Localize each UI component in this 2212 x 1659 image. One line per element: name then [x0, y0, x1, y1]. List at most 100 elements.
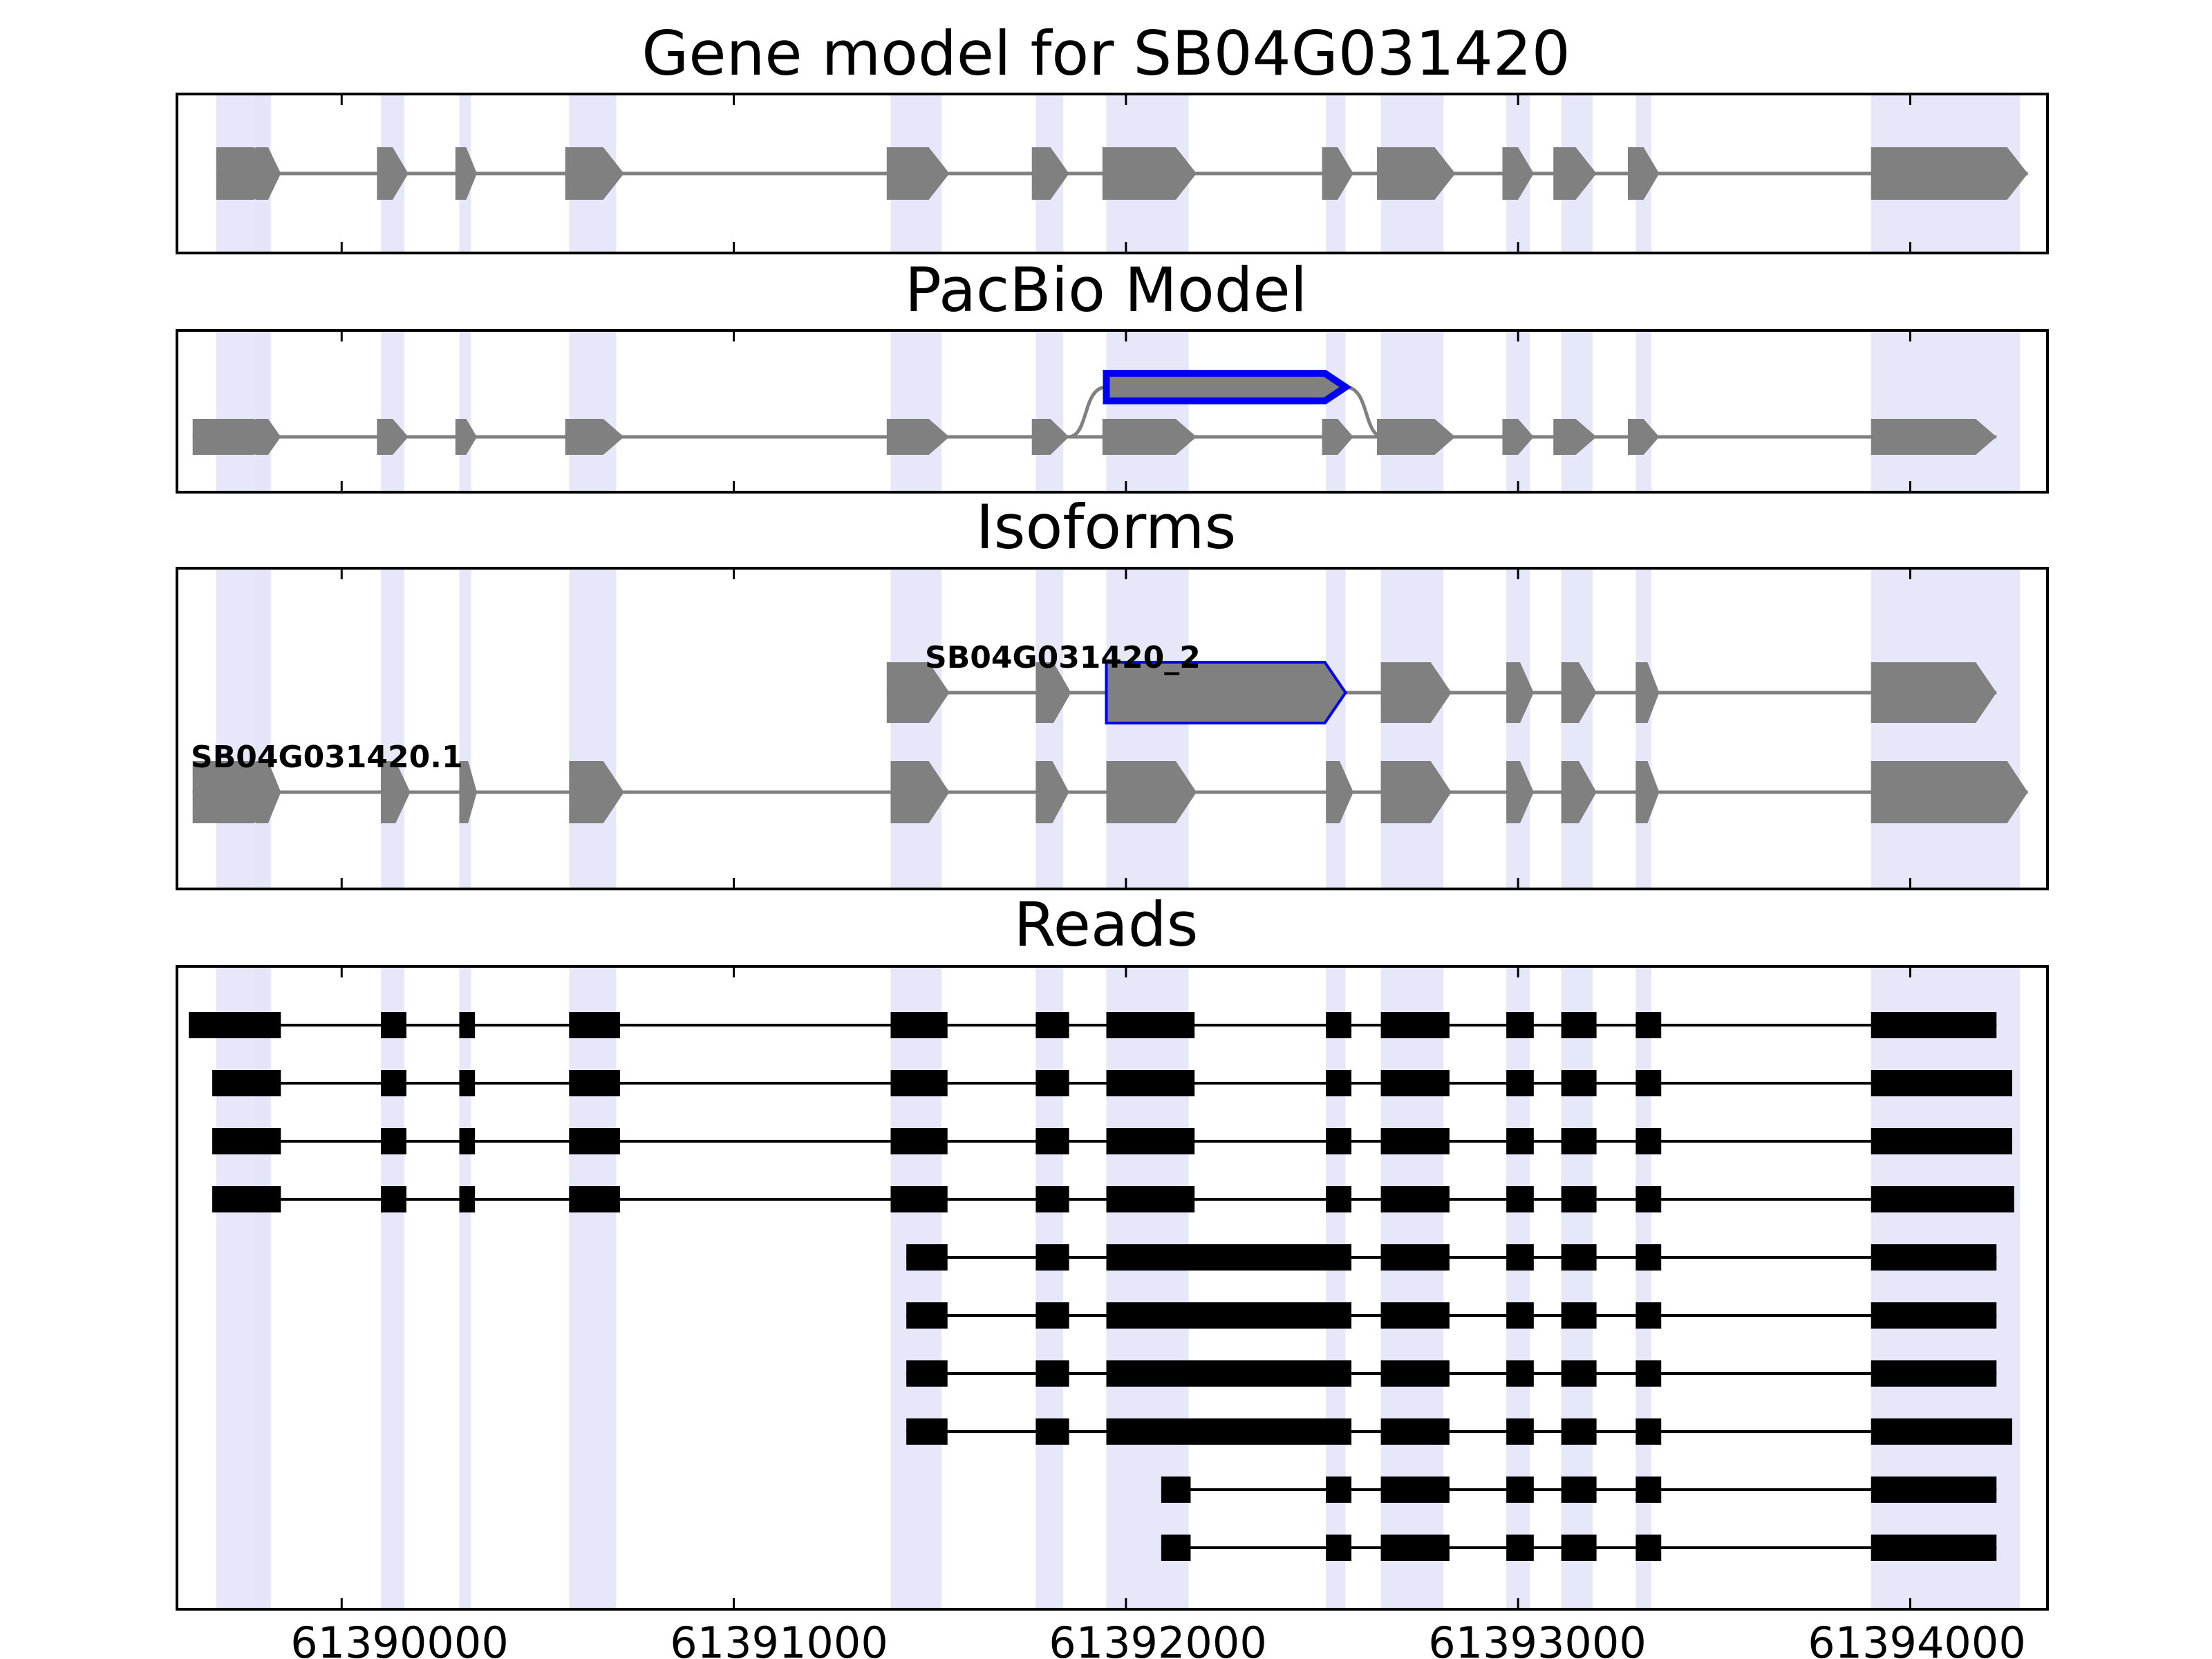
read-block	[1326, 1535, 1352, 1561]
highlight-band	[1035, 330, 1064, 492]
read-block	[1561, 1186, 1597, 1212]
highlight-band	[1561, 966, 1593, 1609]
exon	[1561, 662, 1597, 723]
x-axis-labels: 61390000 61391000 61392000 61393000 6139…	[290, 1618, 2026, 1659]
exon	[1553, 419, 1597, 455]
read-block	[569, 1070, 621, 1096]
read-block	[1506, 1302, 1534, 1329]
highlight-band	[1326, 330, 1346, 492]
highlight-band	[459, 966, 471, 1609]
exon	[1871, 147, 2028, 200]
read-block	[569, 1128, 621, 1154]
read-block	[1635, 1418, 1662, 1445]
read-block	[1035, 1012, 1069, 1038]
exon	[886, 419, 950, 455]
exon	[192, 761, 275, 823]
read-block	[1635, 1477, 1662, 1503]
panel-title-reads: Reads	[1014, 889, 1199, 960]
exon	[1502, 147, 1534, 200]
read-block	[459, 1012, 476, 1038]
read-block	[1161, 1477, 1191, 1503]
exon	[890, 761, 950, 823]
isoforms-track	[192, 661, 2028, 823]
reads-track	[189, 1012, 2014, 1561]
highlight-band	[1635, 966, 1652, 1609]
read-block	[1035, 1244, 1069, 1271]
exon	[1102, 419, 1197, 455]
exon	[1635, 761, 1660, 823]
exon	[192, 419, 275, 455]
exon	[565, 419, 624, 455]
read-block	[890, 1186, 948, 1212]
read-block	[1326, 1128, 1352, 1154]
read-block	[1635, 1128, 1662, 1154]
read-block	[890, 1012, 948, 1038]
read-block	[1035, 1070, 1069, 1096]
exon	[377, 147, 409, 200]
read-block	[1106, 1012, 1195, 1038]
exon	[455, 147, 477, 200]
plot-frame	[176, 329, 2049, 494]
exon	[1871, 761, 2028, 823]
read-block	[1871, 1012, 1997, 1038]
read-block	[459, 1128, 476, 1154]
highlight-band	[1380, 966, 1444, 1609]
exon	[455, 419, 477, 455]
read-block	[1380, 1070, 1450, 1096]
panel-title-pacbio-model: PacBio Model	[905, 254, 1307, 326]
exon	[1380, 761, 1452, 823]
exon	[1561, 761, 1597, 823]
panel-gene-model: Gene model for SB04G031420	[176, 18, 2049, 254]
highlight-band	[380, 568, 405, 889]
read-block	[1561, 1012, 1597, 1038]
read-block	[1871, 1244, 1997, 1271]
read-block	[1871, 1186, 2014, 1212]
tick-marks	[340, 966, 1911, 1609]
exon	[380, 761, 411, 823]
x-tick-label: 61390000	[290, 1618, 509, 1659]
read-block	[1106, 1070, 1195, 1096]
highlight-band	[1380, 330, 1444, 492]
read-block	[1380, 1418, 1450, 1445]
exon	[1035, 761, 1069, 823]
highlight-band	[1035, 568, 1064, 889]
read-block	[459, 1070, 476, 1096]
read-block	[1161, 1535, 1191, 1561]
read-block	[380, 1012, 406, 1038]
exon	[1322, 147, 1353, 200]
highlight-band	[380, 966, 405, 1609]
highlight-band	[1106, 966, 1189, 1609]
read-block	[1380, 1535, 1450, 1561]
read-block	[1380, 1012, 1450, 1038]
exon	[1506, 662, 1534, 723]
read-block	[1380, 1360, 1450, 1387]
read-block	[1871, 1535, 1997, 1561]
read-block	[1106, 1418, 1352, 1445]
read-block	[1561, 1360, 1597, 1387]
panel-pacbio-model: PacBio Model	[176, 254, 2049, 494]
exon	[1102, 147, 1197, 200]
exon	[1376, 419, 1456, 455]
highlight-band	[1506, 330, 1530, 492]
exon	[1627, 147, 1660, 200]
read-block	[1506, 1070, 1534, 1096]
exon	[377, 419, 409, 455]
panel-isoforms: Isoforms SB04G031420_2 SB04G031420.1	[176, 491, 2049, 890]
read-block	[380, 1186, 406, 1212]
read-block	[890, 1128, 948, 1154]
exon	[1502, 419, 1534, 455]
read-block	[906, 1244, 948, 1271]
exon	[1553, 147, 1597, 200]
highlight-band	[1326, 966, 1346, 1609]
read-block	[1506, 1244, 1534, 1271]
read-block	[459, 1186, 476, 1212]
read-block	[1106, 1186, 1195, 1212]
exon	[1635, 662, 1660, 723]
read-block	[1326, 1070, 1352, 1096]
read-block	[1635, 1244, 1662, 1271]
read-block	[1035, 1418, 1069, 1445]
highlight-band	[569, 966, 617, 1609]
exon	[1380, 662, 1452, 723]
plot-frame	[176, 93, 2049, 254]
